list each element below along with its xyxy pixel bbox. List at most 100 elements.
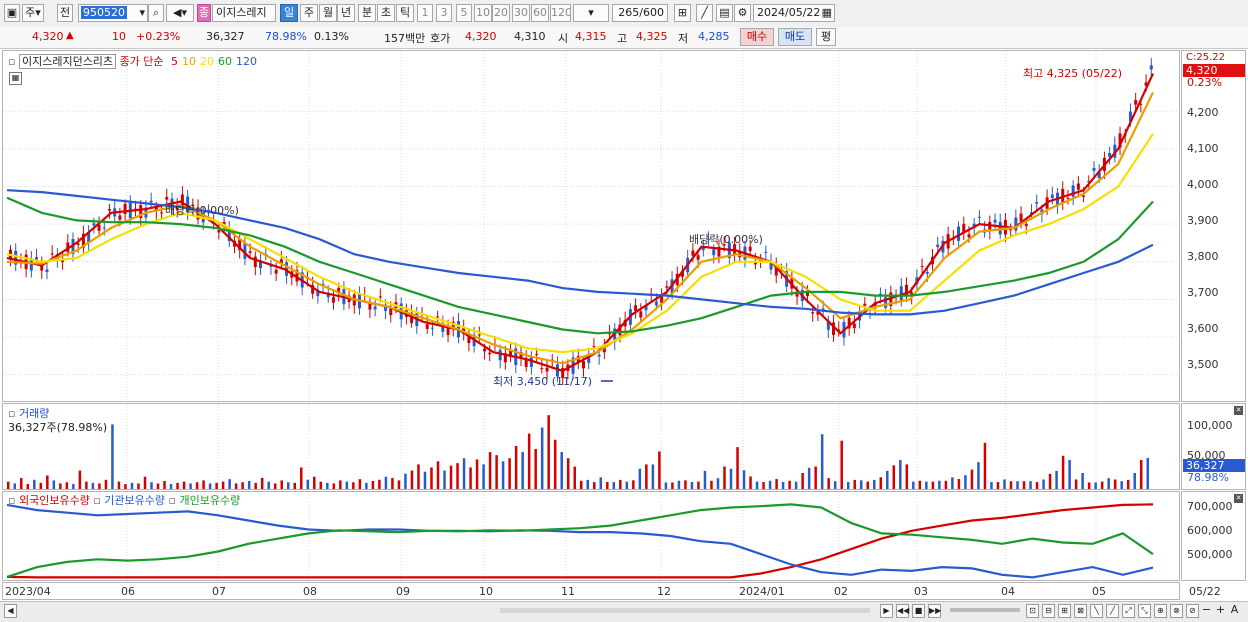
candle-body — [582, 360, 585, 369]
legend-institution[interactable]: 기관보유수량 — [104, 494, 166, 507]
number-7[interactable]: 120 — [550, 4, 571, 22]
tool-g-icon[interactable]: ⤢ — [1122, 604, 1135, 618]
candle-body — [248, 251, 252, 253]
volume-bar — [182, 481, 186, 489]
plus-icon[interactable]: + — [1215, 603, 1226, 616]
stop-icon[interactable]: ■ — [912, 604, 925, 618]
volume-bar — [859, 480, 863, 489]
scroll-thumb[interactable] — [500, 608, 870, 613]
legend-ma-10[interactable]: 10 — [182, 55, 197, 68]
legend-stock-name[interactable]: 이지스레지던스리츠 — [18, 54, 117, 69]
volume-bar — [482, 464, 485, 489]
grid-icon[interactable]: ▦ — [9, 72, 22, 85]
legend-ma-label[interactable]: 종가 단순 — [119, 55, 164, 68]
tool-f-icon[interactable]: ╱ — [1106, 604, 1119, 618]
scroll-left-icon[interactable]: ◀ — [4, 604, 17, 618]
candle-body — [529, 357, 533, 367]
tool-j-icon[interactable]: ⊗ — [1170, 604, 1183, 618]
buy-button[interactable]: 매수 — [740, 28, 774, 46]
stock-code-input[interactable]: 950520 ▾ — [78, 4, 148, 22]
tool-e-icon[interactable]: ╲ — [1090, 604, 1103, 618]
legend-individual[interactable]: 개인보유수량 — [179, 494, 241, 507]
tool-d-icon[interactable]: ⊠ — [1074, 604, 1087, 618]
ma-line-20 — [6, 133, 1154, 354]
period-5[interactable]: 초 — [377, 4, 395, 22]
sound-icon[interactable]: ◀▾ — [166, 4, 194, 22]
x-axis — [2, 582, 1180, 600]
candle-body — [1076, 183, 1080, 190]
sell-button[interactable]: 매도 — [778, 28, 812, 46]
count-field[interactable]: 265/600 — [612, 4, 668, 22]
candle-body — [1092, 167, 1096, 171]
tool-i-icon[interactable]: ⊕ — [1154, 604, 1167, 618]
number-6[interactable]: 60 — [531, 4, 549, 22]
search-icon[interactable]: ⌕ — [148, 4, 164, 22]
turnover: 0.13% — [314, 30, 349, 43]
gear-icon[interactable]: ⚙ — [734, 4, 751, 22]
zoom-in-icon[interactable]: ⊘ — [1186, 604, 1199, 618]
number-2[interactable]: 5 — [456, 4, 472, 22]
zoom-slider[interactable] — [950, 608, 1020, 612]
stock-name-field[interactable]: 이지스레지 — [212, 4, 276, 22]
period-1[interactable]: 주 — [300, 4, 318, 22]
legend-ma-60[interactable]: 60 — [218, 55, 233, 68]
volume-bar — [254, 482, 257, 489]
number-1[interactable]: 3 — [436, 4, 452, 22]
close-holding-icon[interactable]: ✕ — [1234, 494, 1243, 503]
legend-foreign[interactable]: 외국인보유수량 — [18, 494, 90, 507]
vol-tick-50k: 50,000 — [1187, 449, 1226, 462]
tool-a-icon[interactable]: ⊡ — [1026, 604, 1039, 618]
number-0[interactable]: 1 — [417, 4, 433, 22]
save-icon[interactable]: ▤ — [716, 4, 733, 22]
period-4[interactable]: 분 — [358, 4, 376, 22]
avg-button[interactable]: 평 — [816, 28, 836, 46]
volume-bar — [944, 480, 948, 489]
legend-ma-5[interactable]: 5 — [171, 55, 179, 68]
forward-icon[interactable]: ▶▶ — [928, 604, 941, 618]
tool-c-icon[interactable]: ⊞ — [1058, 604, 1071, 618]
legend-ma-120[interactable]: 120 — [236, 55, 258, 68]
price-chart[interactable]: 최고 4,325 (05/22) 최저 3,450 (11/17) 배당락(0.00… — [3, 51, 1179, 401]
prev-button[interactable]: 전 — [57, 4, 73, 22]
period-3[interactable]: 년 — [337, 4, 355, 22]
volume-value: 36,327 — [206, 30, 245, 43]
close-pane-icon[interactable]: ✕ — [1234, 406, 1243, 415]
volume-bar — [1068, 460, 1071, 489]
number-4[interactable]: 20 — [492, 4, 510, 22]
candle-body — [920, 266, 924, 268]
rewind-icon[interactable]: ◀◀ — [896, 604, 909, 618]
period-0[interactable]: 일 — [280, 4, 298, 22]
volume-bar — [378, 479, 381, 489]
volume-bar — [879, 477, 883, 489]
type-select[interactable]: 주▾ — [22, 4, 44, 22]
unit-select[interactable]: ▾ — [573, 4, 609, 22]
volume-bar — [964, 475, 967, 489]
scroll-right-icon[interactable]: ▶ — [880, 604, 893, 618]
date-input[interactable]: 2024/05/22 ▦ — [753, 4, 835, 22]
x-label-6: 11 — [561, 585, 575, 598]
holding-line-0 — [6, 503, 1154, 579]
legend-ma-20[interactable]: 20 — [200, 55, 215, 68]
font-size-icon[interactable]: A — [1230, 603, 1239, 616]
volume-chart[interactable] — [3, 404, 1179, 489]
volume-bar — [677, 480, 681, 489]
volume-bar — [1048, 473, 1052, 489]
candle-body — [691, 250, 695, 256]
period-6[interactable]: 틱 — [396, 4, 414, 22]
count-value: 265 — [618, 6, 640, 19]
tool-h-icon[interactable]: ⤡ — [1138, 604, 1151, 618]
candle-type-icon[interactable]: ⊞ — [674, 4, 691, 22]
minus-icon[interactable]: − — [1201, 603, 1212, 616]
holding-chart[interactable] — [3, 492, 1179, 580]
layout-icon[interactable]: ▣ — [4, 4, 20, 22]
volume-title[interactable]: 거래량 — [18, 407, 50, 420]
calendar-icon[interactable]: ▦ — [821, 6, 832, 19]
candle-body — [368, 302, 372, 310]
number-3[interactable]: 10 — [474, 4, 492, 22]
line-type-icon[interactable]: ╱ — [696, 4, 713, 22]
volume-bar — [221, 481, 225, 489]
tool-b-icon[interactable]: ⊟ — [1042, 604, 1055, 618]
number-5[interactable]: 30 — [512, 4, 530, 22]
period-2[interactable]: 월 — [319, 4, 337, 22]
volume-bar — [853, 479, 856, 489]
